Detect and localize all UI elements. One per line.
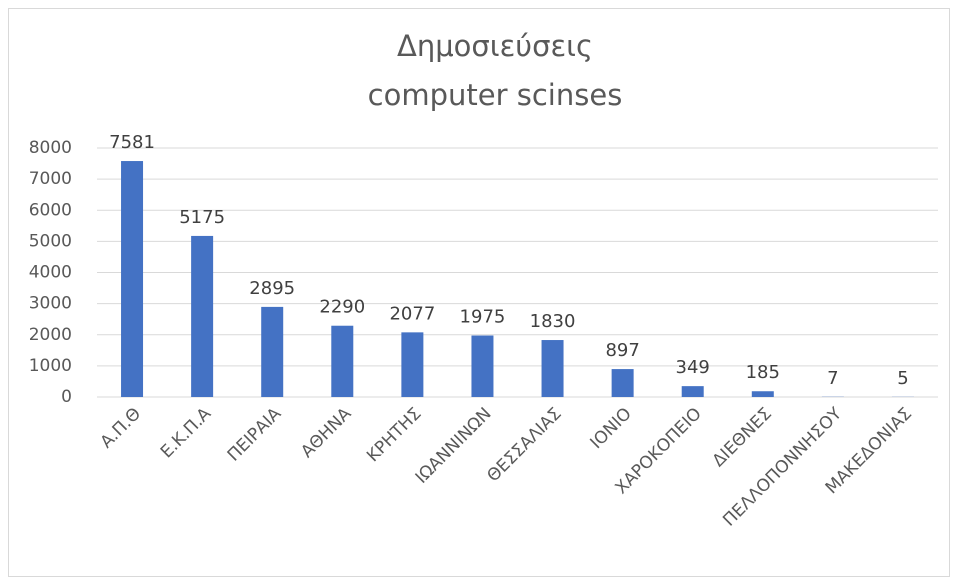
data-label: 1830: [530, 311, 576, 332]
data-label: 7581: [109, 132, 155, 153]
bar: [471, 335, 494, 397]
bar: [751, 391, 774, 397]
bar: [191, 235, 214, 397]
chart-frame: [8, 8, 950, 577]
data-label: 2895: [249, 278, 295, 299]
data-label: 1975: [460, 307, 506, 328]
chart-title: computer scinses: [368, 78, 623, 112]
bar: [541, 340, 564, 397]
chart-title: Δημοσιεύσεις: [397, 29, 593, 63]
data-label: 5175: [179, 207, 225, 228]
data-label: 185: [746, 362, 780, 383]
data-label: 7: [827, 368, 838, 389]
y-tick-label: 8000: [29, 138, 72, 158]
y-tick-label: 2000: [29, 325, 72, 345]
y-tick-label: 7000: [29, 169, 72, 189]
data-label: 2290: [319, 297, 365, 318]
bar: [331, 325, 354, 397]
y-tick-label: 3000: [29, 294, 72, 314]
bar: [261, 306, 284, 397]
y-tick-label: 0: [61, 387, 72, 407]
bar: [401, 332, 424, 397]
bar: [611, 369, 634, 397]
data-label: 897: [605, 340, 639, 361]
data-label: 349: [676, 357, 710, 378]
bar: [121, 161, 144, 397]
data-label: 2077: [389, 303, 435, 324]
bar: [681, 386, 704, 397]
y-tick-label: 5000: [29, 231, 72, 251]
y-tick-label: 1000: [29, 356, 72, 376]
y-tick-label: 6000: [29, 200, 72, 220]
data-label: 5: [897, 368, 908, 389]
y-tick-label: 4000: [29, 263, 72, 283]
